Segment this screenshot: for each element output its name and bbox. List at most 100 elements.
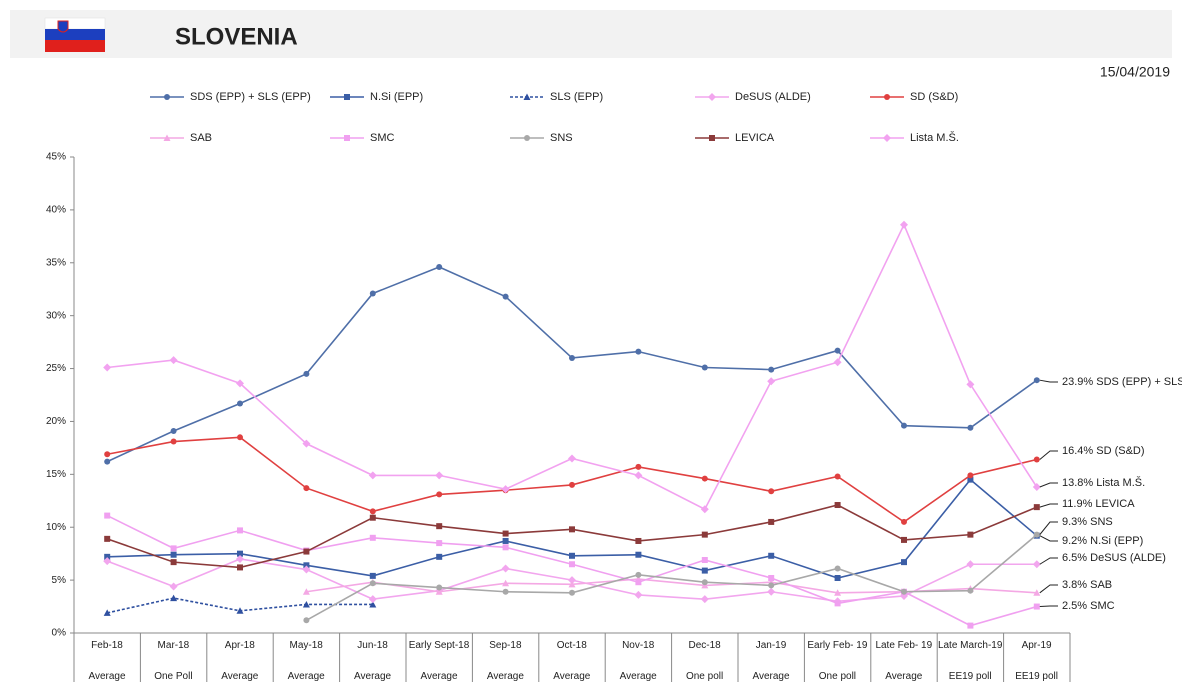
point xyxy=(634,471,643,480)
point xyxy=(833,358,842,367)
point xyxy=(236,379,244,388)
point xyxy=(237,564,243,571)
point xyxy=(1033,504,1040,511)
point xyxy=(768,488,775,495)
y-tick-label: 25% xyxy=(46,363,66,374)
x-tick-label: Dec-18 xyxy=(688,640,721,651)
point xyxy=(701,557,708,564)
point xyxy=(834,600,841,607)
x-sublabel: One poll xyxy=(685,671,724,682)
point xyxy=(1033,603,1040,610)
point xyxy=(236,554,244,563)
annotation: 2.5% SMC xyxy=(1062,600,1115,612)
point xyxy=(883,134,891,142)
point xyxy=(834,574,841,581)
point xyxy=(435,588,443,595)
point xyxy=(502,588,509,595)
point xyxy=(708,93,716,101)
point xyxy=(302,588,310,595)
x-sublabel: Average xyxy=(486,671,524,682)
point xyxy=(834,565,841,572)
point xyxy=(1033,531,1040,538)
point xyxy=(700,595,709,604)
point xyxy=(169,582,178,591)
leader-line xyxy=(1039,503,1058,508)
point xyxy=(901,422,907,429)
point xyxy=(237,527,243,534)
legend-label: LEVICA xyxy=(735,132,775,144)
x-sublabel: Average xyxy=(420,671,458,682)
point xyxy=(768,366,775,373)
point xyxy=(104,553,111,560)
point xyxy=(303,617,310,624)
point xyxy=(523,93,531,100)
point xyxy=(369,508,376,515)
point xyxy=(303,548,310,555)
point xyxy=(170,438,177,445)
point xyxy=(768,574,775,581)
point xyxy=(901,536,907,543)
header-bar xyxy=(10,10,1172,58)
x-sublabel: Average xyxy=(619,671,657,682)
point xyxy=(569,552,575,559)
point xyxy=(368,471,377,480)
point xyxy=(103,609,111,616)
x-tick-label: Late March-19 xyxy=(937,640,1003,651)
legend-label: SMC xyxy=(370,132,395,144)
x-sublabel: Average xyxy=(354,671,392,682)
line xyxy=(106,266,1038,463)
point xyxy=(369,534,376,541)
point xyxy=(768,552,775,559)
series xyxy=(103,594,377,616)
x-sublabel: EE19 poll xyxy=(1015,671,1058,682)
point xyxy=(502,530,509,537)
series xyxy=(103,220,1041,514)
x-tick-label: Jan-19 xyxy=(755,640,787,651)
point xyxy=(436,264,443,271)
point xyxy=(569,481,575,488)
point xyxy=(436,491,443,498)
point xyxy=(967,587,974,594)
series xyxy=(104,264,1040,465)
leader-line xyxy=(1039,584,1058,594)
x-tick-label: Feb-18 xyxy=(91,640,123,651)
point xyxy=(967,472,974,479)
point xyxy=(303,370,310,377)
y-tick-label: 40% xyxy=(46,205,66,216)
leader-line xyxy=(1039,535,1058,542)
point xyxy=(104,451,111,458)
point xyxy=(701,567,708,574)
point xyxy=(767,587,776,596)
y-tick-label: 20% xyxy=(46,416,66,427)
point xyxy=(170,551,177,558)
point xyxy=(834,502,841,509)
y-tick-label: 5% xyxy=(52,575,67,586)
point xyxy=(635,537,642,544)
annotation: 23.9% SDS (EPP) + SLS (EPP) xyxy=(1062,376,1182,388)
annotation: 6.5% DeSUS (ALDE) xyxy=(1062,552,1166,564)
date: 15/04/2019 xyxy=(1100,64,1170,80)
point xyxy=(701,475,708,482)
legend-label: DeSUS (ALDE) xyxy=(735,91,811,103)
x-tick-label: Mar-18 xyxy=(157,640,190,651)
point xyxy=(635,463,642,470)
point xyxy=(635,348,642,355)
point xyxy=(303,485,310,492)
point xyxy=(502,544,509,551)
point xyxy=(502,537,509,544)
point xyxy=(1032,560,1041,569)
point xyxy=(700,505,709,514)
series xyxy=(104,502,1040,571)
x-tick-label: Oct-18 xyxy=(556,640,587,651)
point xyxy=(1033,456,1040,463)
x-sublabel: Average xyxy=(221,671,259,682)
point xyxy=(701,364,708,371)
point xyxy=(569,561,575,568)
point xyxy=(635,571,642,578)
point xyxy=(967,622,974,629)
point xyxy=(170,427,177,434)
line xyxy=(107,222,1038,511)
point xyxy=(967,424,974,431)
point xyxy=(436,540,443,547)
